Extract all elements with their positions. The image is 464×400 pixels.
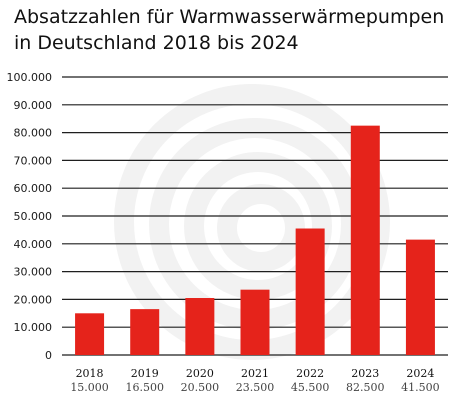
y-tick-label: 100.000	[7, 71, 53, 84]
bar-value-label: 23.500	[236, 381, 275, 394]
y-tick-label: 50.000	[14, 210, 53, 223]
x-category-label: 2024	[406, 367, 434, 380]
bar-2023	[350, 125, 380, 356]
bars	[75, 125, 435, 356]
bar-2020	[185, 298, 215, 355]
y-axis-tick-labels: 0 10.000 20.000 30.000 40.000 50.000 60.000 70.…	[7, 71, 53, 362]
y-tick-label: 30.000	[14, 266, 53, 279]
y-tick-label: 40.000	[14, 238, 53, 251]
chart-title-line-2: in Deutschland 2018 bis 2024	[14, 32, 299, 54]
watermark-ring	[217, 184, 305, 272]
y-tick-label: 80.000	[14, 127, 53, 140]
bar-2024	[405, 239, 435, 355]
x-category-label: 2022	[296, 367, 324, 380]
y-tick-label: 60.000	[14, 182, 53, 195]
bar-2022	[295, 228, 325, 355]
bar-value-label: 15.000	[70, 381, 109, 394]
bar-value-label: 45.500	[291, 381, 330, 394]
y-tick-label: 20.000	[14, 293, 53, 306]
bar-value-label: 16.500	[125, 381, 164, 394]
chart-title-line-1: Absatzzahlen für Warmwasserwärmepumpen	[14, 6, 445, 28]
x-category-label: 2019	[131, 367, 159, 380]
bar-value-label: 41.500	[401, 381, 440, 394]
y-tick-label: 90.000	[14, 99, 53, 112]
y-tick-label: 10.000	[14, 321, 53, 334]
y-tick-label: 70.000	[14, 154, 53, 167]
bar-2019	[130, 309, 160, 355]
x-category-label: 2023	[351, 367, 379, 380]
x-category-label: 2020	[186, 367, 214, 380]
bar-2018	[75, 313, 105, 355]
x-category-label: 2021	[241, 367, 269, 380]
bar-2021	[240, 289, 270, 355]
bar-value-label: 82.500	[346, 381, 385, 394]
y-tick-label: 0	[45, 349, 52, 362]
bar-value-label: 20.500	[181, 381, 220, 394]
x-category-label: 2018	[76, 367, 104, 380]
